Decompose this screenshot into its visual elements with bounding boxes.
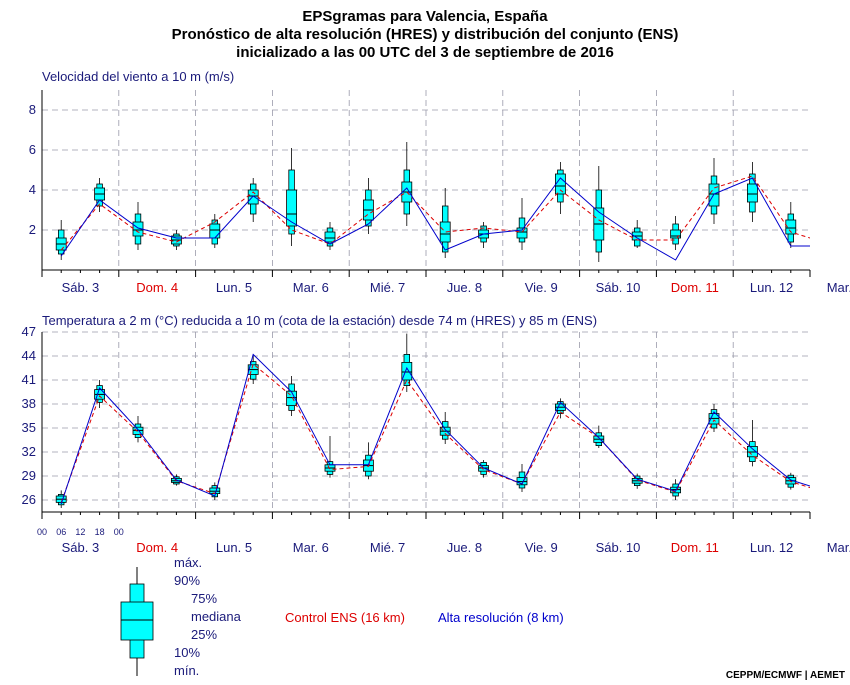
hour-tick-label: 18 <box>95 527 105 537</box>
legend-control-label: Control ENS (16 km) <box>285 610 405 625</box>
wind-box-25-75 <box>439 221 451 243</box>
wind-day-label: Jue. 8 <box>447 280 482 295</box>
temp-box-10-90 <box>826 482 832 495</box>
wind-day-label: Mié. 7 <box>370 280 405 295</box>
legend-hres-label: Alta resolución (8 km) <box>438 610 564 625</box>
legend-max-label: máx. <box>174 555 202 570</box>
temp-day-label: Sáb. 10 <box>596 540 641 555</box>
wind-day-label: Dom. 11 <box>671 280 719 295</box>
wind-box-25-75 <box>785 219 797 235</box>
temp-boxes <box>55 333 834 508</box>
wind-box-25-75 <box>286 189 298 227</box>
wind-box-25-75 <box>209 223 221 239</box>
temp-y-tick-label: 29 <box>22 468 36 483</box>
hour-tick-label: 12 <box>75 527 85 537</box>
temp-y-tick-label: 32 <box>22 444 36 459</box>
wind-y-tick-label: 2 <box>29 222 36 237</box>
legend-box-25-75 <box>120 601 154 641</box>
wind-day-label: Vie. 9 <box>525 280 558 295</box>
wind-box-25-75 <box>824 238 834 246</box>
temp-day-label: Mié. 7 <box>370 540 405 555</box>
title-line-2: Pronóstico de alta resolución (HRES) y d… <box>172 26 679 43</box>
temp-y-tick-label: 35 <box>22 420 36 435</box>
temp-hres-line <box>60 353 810 505</box>
wind-box-25-75 <box>516 227 528 239</box>
wind-day-label: Mar. 13 <box>827 280 850 295</box>
wind-day-label: Lun. 5 <box>216 280 252 295</box>
temp-day-label: Dom. 11 <box>671 540 719 555</box>
hour-tick-label: 00 <box>114 527 124 537</box>
temp-day-label: Vie. 9 <box>525 540 558 555</box>
wind-box-25-75 <box>747 183 758 203</box>
wind-panel: 2 4 6 8 Sáb. 3 Dom. 4 Lun. 5 Mar. 6 Mié. 7 Jue. 8… <box>29 90 850 295</box>
legend-p75-label: 75% <box>191 591 217 606</box>
temperature-panel: 26 29 32 35 38 41 44 47 00 06 12 18 00 Sáb. 3 Dom. 4 Lu… <box>22 324 850 555</box>
temp-day-label: Lun. 5 <box>216 540 252 555</box>
temp-day-label: Mar. 13 <box>827 540 850 555</box>
wind-day-label: Dom. 4 <box>136 280 178 295</box>
legend-p25-label: 25% <box>191 627 217 642</box>
legend: máx. 90% 75% mediana 25% 10% mín. Contro… <box>120 555 564 678</box>
wind-box-10-90 <box>826 232 832 248</box>
wind-y-tick-label: 8 <box>29 102 36 117</box>
temp-day-label: Dom. 4 <box>136 540 178 555</box>
wind-box-25-75 <box>555 173 566 195</box>
temp-y-tick-label: 41 <box>22 372 36 387</box>
credit-text: CEPPM/ECMWF | AEMET <box>726 670 845 681</box>
wind-box-25-75 <box>324 231 336 243</box>
wind-day-label: Sáb. 3 <box>62 280 100 295</box>
temp-day-label: Mar. 6 <box>293 540 329 555</box>
wind-y-tick-label: 4 <box>29 182 36 197</box>
title-line-1: EPSgramas para Valencia, España <box>302 8 548 25</box>
title-line-3: inicializado a las 00 UTC del 3 de septi… <box>236 44 614 61</box>
wind-day-label: Mar. 6 <box>293 280 329 295</box>
temp-y-tick-label: 47 <box>22 324 36 339</box>
wind-box-25-75 <box>670 229 681 239</box>
wind-day-label: Lun. 12 <box>750 280 793 295</box>
legend-box-glyph <box>120 567 154 676</box>
legend-min-label: mín. <box>174 663 199 678</box>
temp-y-tick-label: 38 <box>22 396 36 411</box>
wind-box-25-75 <box>708 183 720 207</box>
temp-y-tick-label: 26 <box>22 492 36 507</box>
temp-day-label: Lun. 12 <box>750 540 793 555</box>
legend-median-label: mediana <box>191 609 242 624</box>
hour-tick-label: 06 <box>56 527 66 537</box>
temp-box-25-75 <box>286 390 298 407</box>
temp-day-label: Jue. 8 <box>447 540 482 555</box>
hour-tick-label: 00 <box>37 527 47 537</box>
wind-y-tick-label: 6 <box>29 142 36 157</box>
legend-p90-label: 90% <box>174 573 200 588</box>
temp-y-tick-label: 44 <box>22 348 36 363</box>
wind-day-label: Sáb. 10 <box>596 280 641 295</box>
temp-day-label: Sáb. 3 <box>62 540 100 555</box>
temp-panel-title: Temperatura a 2 m (°C) reducida a 10 m (… <box>42 313 597 328</box>
temp-box-25-75 <box>401 361 413 381</box>
legend-p10-label: 10% <box>174 645 200 660</box>
wind-panel-title: Velocidad del viento a 10 m (m/s) <box>42 69 234 84</box>
wind-hres-line <box>60 177 810 261</box>
temp-box-25-75 <box>824 486 834 492</box>
wind-boxes <box>55 142 834 262</box>
temp-control-line <box>60 363 810 503</box>
